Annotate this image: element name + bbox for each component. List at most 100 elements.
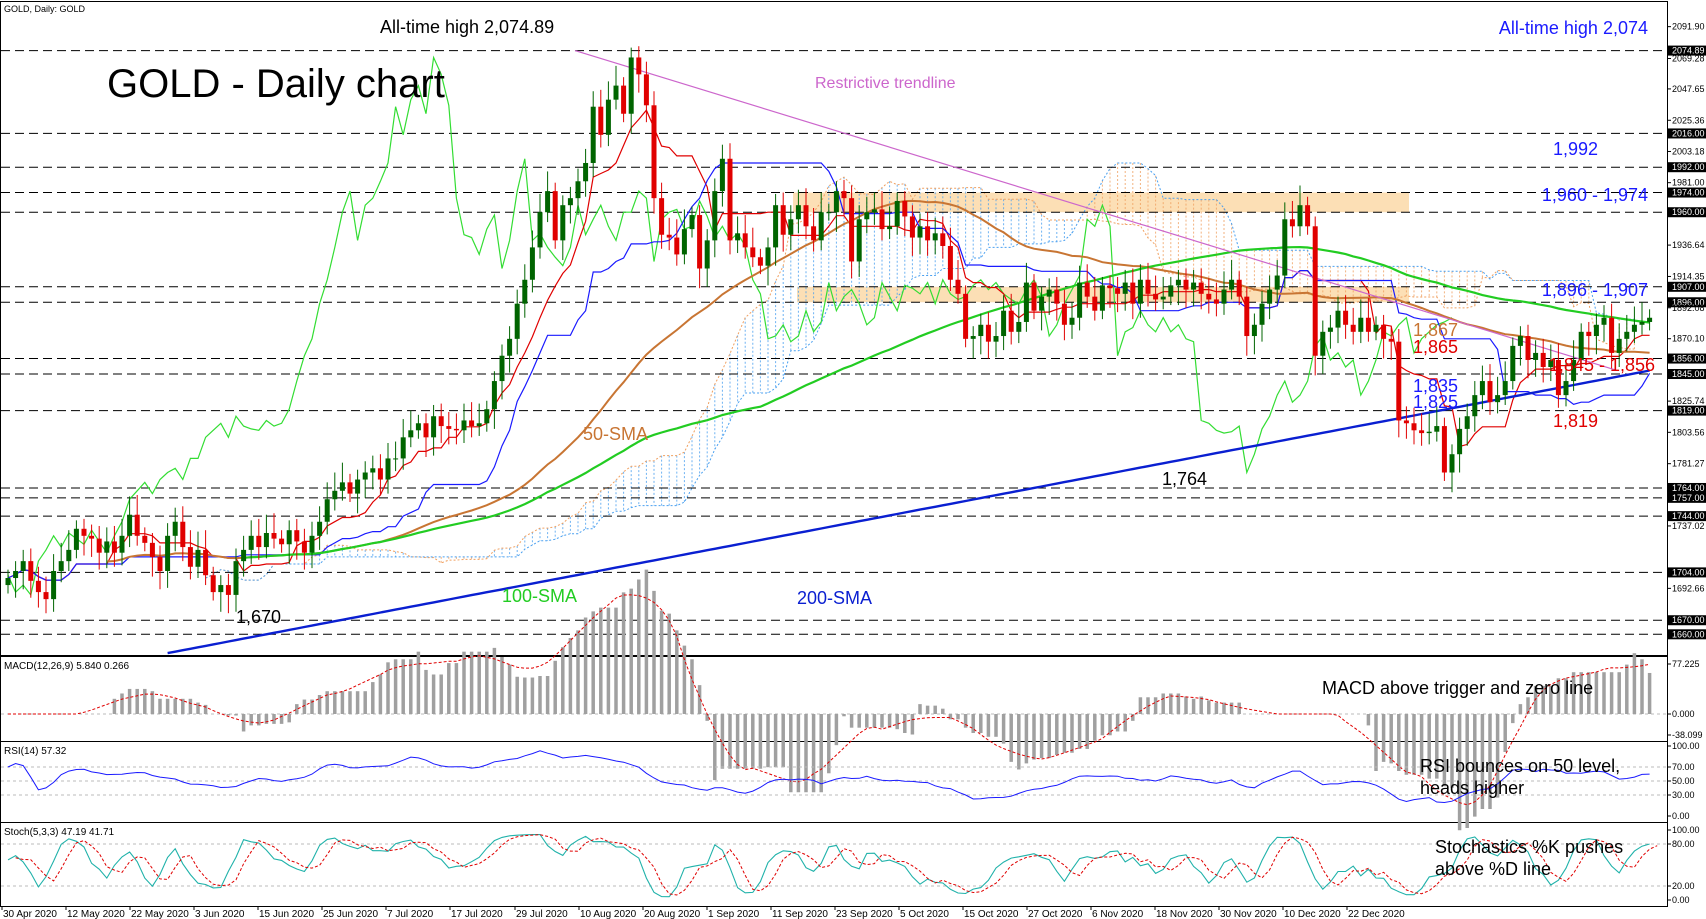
candle-body <box>332 490 338 500</box>
candle-body <box>1548 359 1554 367</box>
date-tick-label: 10 Aug 2020 <box>580 909 637 919</box>
candle-body <box>674 237 680 255</box>
candle-body <box>659 198 665 235</box>
candle-body <box>1555 359 1561 396</box>
date-tick-label: 30 Nov 2020 <box>1220 909 1277 919</box>
candle-body <box>73 528 79 550</box>
price-tick-label: 1825.74 <box>1672 396 1705 406</box>
price-tick-label: 2091.90 <box>1672 22 1705 32</box>
price-label-box <box>1667 281 1706 292</box>
date-tick-label: 6 Nov 2020 <box>1092 909 1144 919</box>
price-tick-label: 2003.18 <box>1672 146 1705 156</box>
candle-body <box>66 549 72 562</box>
rsi-tick-label: 70.00 <box>1672 762 1695 772</box>
price-label-box <box>1667 492 1706 503</box>
candle-body <box>560 205 566 241</box>
candle-body <box>1213 299 1219 304</box>
date-tick-label: 25 Jun 2020 <box>323 909 378 919</box>
sma200-line <box>167 369 1650 655</box>
candle-body <box>225 585 231 595</box>
candle-body <box>826 212 832 214</box>
candle-body <box>1457 428 1463 455</box>
candle-body <box>370 468 376 473</box>
candle-body <box>1183 279 1189 290</box>
stoch-d-line <box>15 834 1658 896</box>
date-tick-label: 10 Dec 2020 <box>1284 909 1341 919</box>
candle-body <box>757 257 763 266</box>
candle-body <box>1525 336 1531 360</box>
date-tick-label: 22 Dec 2020 <box>1348 909 1405 919</box>
macd-comment: MACD above trigger and zero line <box>1322 678 1593 698</box>
level-1845-1856-label: 1,845 - 1,856 <box>1549 355 1655 375</box>
candle-body <box>514 303 520 339</box>
candle-body <box>773 205 779 248</box>
candle-body <box>324 499 330 522</box>
price-label-box <box>1667 162 1706 173</box>
candle-body <box>940 233 946 246</box>
sma200-label: 200-SMA <box>797 588 872 608</box>
candle-body <box>1153 293 1159 300</box>
macd-panel: 77.225 0.000 -38.099 <box>1 569 1703 831</box>
candle-body <box>925 226 931 241</box>
low-1764-label: 1,764 <box>1162 469 1207 489</box>
candle-body <box>1601 317 1607 325</box>
price-tick-label: 1892.08 <box>1672 303 1705 313</box>
date-tick-label: 7 Jul 2020 <box>387 909 434 919</box>
candle-body <box>932 233 938 241</box>
stoch-comment-2: above %D line <box>1435 859 1551 879</box>
candle-body <box>195 549 201 567</box>
candle-body <box>1130 282 1136 304</box>
candle-body <box>970 336 976 339</box>
macd-header: MACD(12,26,9) 5.840 0.266 <box>4 661 130 672</box>
ichimoku-cloud <box>205 162 1635 581</box>
candle-body <box>871 209 877 213</box>
date-tick-label: 27 Oct 2020 <box>1028 909 1083 919</box>
candle-body <box>1388 338 1394 342</box>
candle-body <box>985 324 991 342</box>
candle-body <box>1502 381 1508 396</box>
stoch-panel: 100.00 80.00 20.00 0.00 <box>1 825 1700 905</box>
candle-body <box>1540 352 1546 367</box>
date-tick-label: 15 Jun 2020 <box>259 909 314 919</box>
candle-body <box>461 420 467 431</box>
candle-body <box>1464 416 1470 429</box>
price-tick-label: 2069.28 <box>1672 53 1705 63</box>
date-tick-label: 11 Sep 2020 <box>772 909 828 919</box>
candle-body <box>1305 205 1311 227</box>
stoch-tick-label: 0.00 <box>1672 895 1690 905</box>
candle-body <box>651 105 657 199</box>
candle-body <box>1426 431 1432 434</box>
candle-body <box>1092 296 1098 311</box>
date-tick-label: 22 May 2020 <box>131 909 189 919</box>
candle-body <box>1099 285 1105 311</box>
price-tick-label: 2047.65 <box>1672 84 1705 94</box>
candle-body <box>1297 205 1303 227</box>
candle-body <box>993 336 999 342</box>
rsi-tick-label: 50.00 <box>1672 776 1695 786</box>
candle-body <box>712 191 718 241</box>
rsi-panel: 100.00 70.00 50.00 30.00 0.00 <box>1 741 1700 821</box>
date-tick-label: 1 Sep 2020 <box>708 909 760 919</box>
candle-body <box>1578 331 1584 360</box>
candle-body <box>1069 317 1075 325</box>
candle-body <box>20 561 26 571</box>
candle-body <box>955 279 961 294</box>
price-tick-label: 1744.00 <box>1672 511 1705 521</box>
candle-body <box>431 416 437 438</box>
level-1865-label: 1,865 <box>1413 337 1458 357</box>
stoch-tick-label: 100.00 <box>1672 825 1700 835</box>
candle-body <box>811 226 817 241</box>
candle-body <box>81 528 87 536</box>
candle-body <box>1274 275 1280 290</box>
price-tick-label: 1936.64 <box>1672 240 1705 250</box>
price-label-box <box>1667 369 1706 380</box>
rsi-tick-label: 100.00 <box>1672 741 1700 751</box>
candle-body <box>1335 310 1341 328</box>
candle-body <box>1517 336 1523 346</box>
candle-body <box>13 570 19 579</box>
candle-body <box>803 205 809 227</box>
candle-body <box>909 216 915 238</box>
candle-body <box>1373 324 1379 332</box>
price-tick-label: 2016.00 <box>1672 128 1705 138</box>
